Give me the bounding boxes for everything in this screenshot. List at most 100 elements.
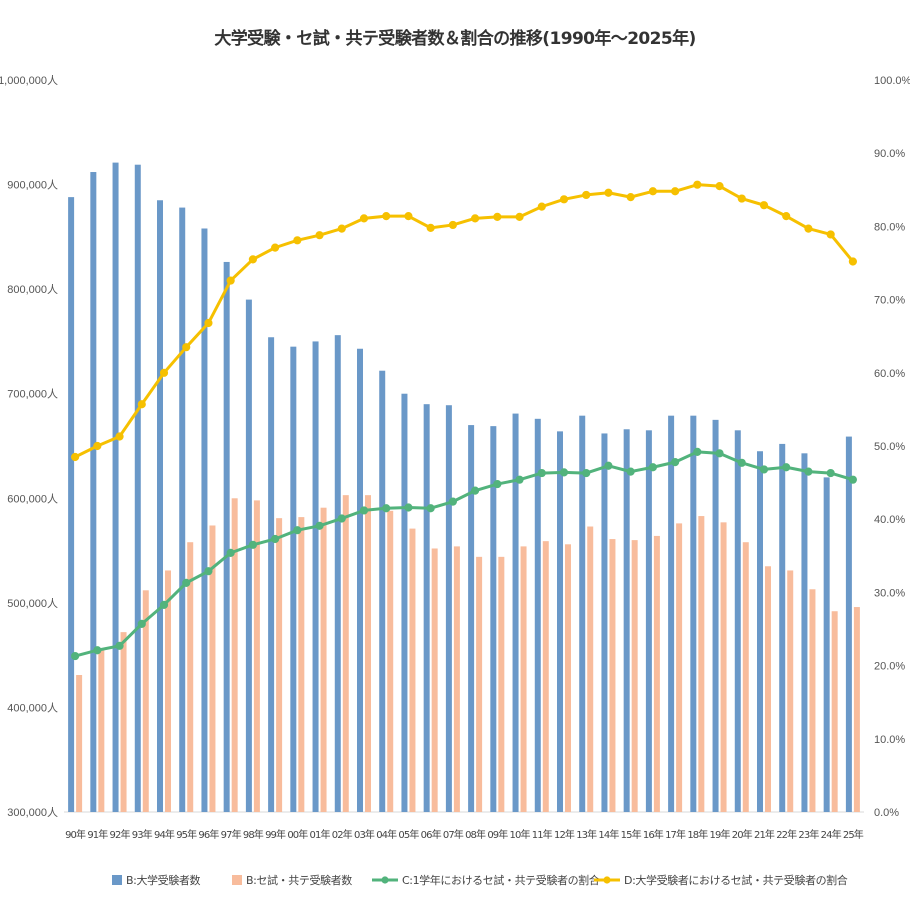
bar-university-applicants (557, 431, 563, 812)
x-axis-tick-label: 15年 (621, 828, 642, 841)
bar-university-applicants (823, 477, 830, 812)
line-c-point (226, 548, 235, 557)
bar-university-applicants (601, 433, 608, 812)
x-axis-tick-label: 18年 (687, 828, 708, 841)
x-axis-tick-label: 05年 (398, 828, 419, 841)
line-c-point (826, 468, 835, 478)
line-d-point (271, 243, 280, 252)
bar-center-test-applicants (476, 556, 483, 812)
bar-center-test-applicants (565, 544, 571, 812)
bar-university-applicants (201, 228, 208, 812)
left-axis-tick-label: 1,000,000人 (0, 74, 58, 87)
x-axis-tick-label: 11年 (532, 828, 553, 841)
right-axis-tick-label: 70.0% (874, 295, 905, 307)
bar-university-applicants (68, 197, 75, 812)
line-d-point (93, 441, 102, 451)
line-d-point (382, 212, 391, 221)
line-c-point (604, 461, 613, 470)
bar-university-applicants (579, 415, 586, 812)
bar-center-test-applicants (698, 516, 705, 812)
line-c-point (559, 468, 569, 477)
bar-center-test-applicants (298, 517, 305, 812)
bar-university-applicants (90, 172, 97, 813)
line-d-point (848, 257, 857, 266)
bar-center-test-applicants (365, 495, 371, 812)
line-c-point (626, 467, 635, 476)
line-d-point (204, 318, 213, 328)
line-d-point (315, 231, 324, 240)
line-d-point (493, 212, 502, 221)
line-c-point (315, 521, 324, 530)
bar-center-test-applicants (120, 632, 127, 812)
bar-university-applicants (801, 453, 808, 812)
line-c-point (471, 486, 480, 495)
bar-university-applicants (468, 425, 475, 812)
right-axis-tick-label: 0.0% (874, 807, 899, 819)
bar-center-test-applicants (276, 518, 283, 812)
bar-university-applicants (512, 413, 519, 812)
bar-center-test-applicants (653, 535, 660, 812)
line-d-point (226, 276, 235, 285)
line-c-point (671, 458, 680, 467)
right-axis-tick-label: 60.0% (874, 368, 905, 380)
bar-university-applicants (779, 443, 786, 812)
bar-center-test-applicants (431, 548, 438, 812)
bar-university-applicants (357, 348, 363, 812)
bar-university-applicants (445, 405, 452, 812)
bar-center-test-applicants (676, 523, 683, 812)
line-d-point (248, 255, 257, 264)
x-axis-tick-label: 03年 (354, 828, 375, 841)
x-axis-tick-label: 96年 (198, 828, 219, 841)
line-d-point (359, 214, 369, 223)
bar-center-test-applicants (409, 528, 416, 812)
line-d-point (448, 220, 457, 230)
bar-center-test-applicants (765, 566, 771, 812)
x-axis-tick-label: 90年 (65, 828, 86, 841)
line-d-point (426, 223, 435, 232)
line-c-point (693, 447, 702, 456)
bar-center-test-applicants (520, 546, 527, 812)
x-axis-tick-label: 25年 (843, 828, 864, 841)
bar-center-test-applicants (342, 495, 349, 812)
x-axis-tick-label: 06年 (421, 828, 442, 841)
line-c-point (426, 504, 435, 513)
line-c-point (537, 468, 546, 478)
right-axis-tick-label: 20.0% (874, 661, 905, 673)
bar-university-applicants (401, 393, 408, 812)
line-c-point (493, 479, 502, 489)
x-axis-tick-label: 24年 (821, 828, 842, 841)
line-d-point (737, 194, 746, 203)
line-d-point (826, 230, 835, 239)
bar-university-applicants (112, 162, 119, 812)
left-axis-tick-label: 300,000人 (7, 806, 58, 819)
bar-center-test-applicants (253, 500, 260, 812)
x-axis-tick-label: 12年 (554, 828, 575, 841)
bar-university-applicants (379, 370, 386, 812)
x-axis-tick-label: 93年 (132, 828, 153, 841)
line-d-point (182, 343, 191, 352)
line-c-point (71, 651, 80, 661)
bar-university-applicants (668, 415, 675, 812)
bar-center-test-applicants (231, 498, 238, 812)
bar-university-applicants (712, 419, 719, 812)
x-axis-tick-label: 01年 (310, 828, 331, 841)
line-c-point (582, 468, 591, 478)
line-d-point (137, 400, 146, 409)
line-d-point (404, 212, 413, 221)
x-axis-tick-label: 23年 (798, 828, 819, 841)
line-d-point (159, 368, 169, 377)
left-axis-tick-label: 800,000人 (7, 283, 58, 296)
x-axis-tick-label: 10年 (510, 828, 531, 841)
legend-label: D:大学受験者におけるセ試・共テ受験者の割合 (624, 873, 848, 887)
bar-university-applicants (490, 426, 497, 812)
bar-university-applicants (734, 430, 741, 812)
bar-center-test-applicants (809, 589, 816, 812)
line-c-point (848, 475, 857, 484)
x-axis-tick-label: 97年 (221, 828, 242, 841)
right-axis-tick-label: 80.0% (874, 221, 905, 233)
bar-university-applicants (268, 337, 275, 812)
right-axis-tick-label: 10.0% (874, 734, 905, 746)
bar-university-applicants (423, 404, 430, 812)
bar-university-applicants (845, 436, 852, 812)
